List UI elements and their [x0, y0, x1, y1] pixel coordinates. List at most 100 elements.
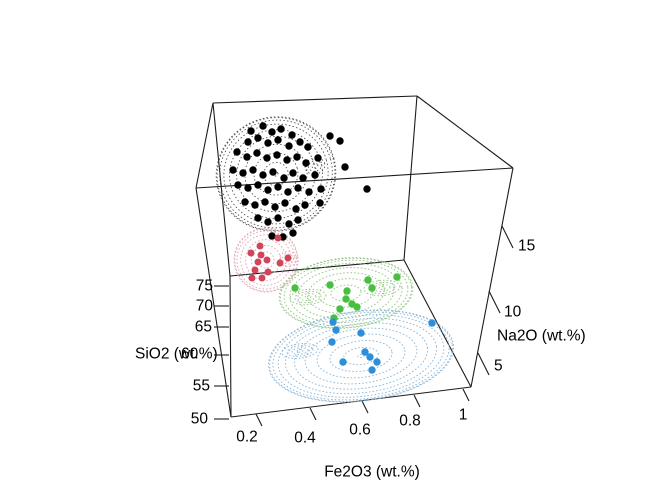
- y-tick-label: 15: [518, 238, 535, 255]
- mesh-ring: [253, 152, 299, 196]
- mesh-pole-ring: [291, 347, 309, 355]
- z-tick-label: 50: [191, 411, 209, 428]
- cluster-red-points: [247, 234, 292, 282]
- mesh-ring: [278, 257, 414, 329]
- cluster-black-point: [292, 205, 300, 213]
- z-tick-label: 70: [196, 298, 214, 315]
- mesh-ring: [343, 346, 379, 366]
- cluster-black-point: [268, 232, 276, 240]
- mesh-ring: [219, 119, 333, 229]
- cluster-black-point: [264, 186, 272, 194]
- mesh-ring: [216, 117, 336, 231]
- cluster-blue-point: [428, 319, 436, 327]
- z-tick-label: 55: [193, 378, 210, 395]
- cluster-black-point: [271, 203, 279, 211]
- mesh-ring: [234, 228, 298, 292]
- mesh-pole-ring: [363, 279, 401, 297]
- cluster-black-point: [326, 132, 334, 140]
- mesh-pole-ring: [311, 163, 319, 169]
- cluster-green-point: [291, 284, 299, 292]
- cluster-black-point: [289, 169, 297, 177]
- cluster-green-points: [291, 273, 401, 322]
- mesh-ring: [223, 123, 329, 225]
- cluster-black-mesh: [215, 116, 337, 232]
- cluster-green-point: [343, 287, 351, 295]
- mesh-pole-ring: [289, 288, 327, 306]
- z-axis-title: SiO2 (wt.%): [135, 346, 218, 363]
- cluster-black-point: [253, 149, 261, 157]
- mesh-pole-ring: [294, 290, 322, 304]
- cluster-black-point: [254, 181, 262, 189]
- cluster-blue-point: [357, 329, 365, 337]
- y-axis-title: Na2O (wt.%): [497, 328, 586, 345]
- cluster-green-point: [368, 284, 376, 292]
- mesh-ring: [304, 327, 418, 385]
- cluster-green-point: [342, 295, 350, 303]
- cluster-black-point: [289, 229, 297, 237]
- cluster-black-point: [269, 168, 277, 176]
- cluster-black-point: [251, 201, 259, 209]
- box-edge: [195, 187, 232, 418]
- cluster-black-point: [229, 166, 237, 174]
- cluster-black-point: [305, 188, 313, 196]
- cluster-black-point: [341, 163, 349, 171]
- mesh-pole-ring: [281, 343, 319, 359]
- cluster-red-point: [284, 254, 292, 262]
- z-tick-label: 65: [195, 319, 212, 336]
- mesh-pole-ring: [308, 160, 322, 172]
- cluster-black-point: [285, 142, 293, 150]
- mesh-ring: [269, 309, 453, 403]
- x-tick-label: 1: [459, 407, 468, 424]
- mesh-ring: [284, 317, 438, 395]
- mesh-ring: [277, 314, 445, 398]
- cluster-black-point: [259, 122, 267, 130]
- x-tick: [413, 394, 421, 408]
- y-tick-label: 10: [504, 304, 522, 321]
- cluster-green-point: [348, 300, 356, 308]
- x-axis: 0.2 0.4 0.6 0.8 1 Fe2O3 (wt.%): [236, 388, 470, 480]
- cluster-black-point: [294, 216, 302, 224]
- cluster-red-point: [251, 266, 259, 274]
- cluster-black-point: [263, 154, 271, 162]
- mesh-ring: [236, 230, 296, 290]
- mesh-pole-ring: [282, 253, 294, 265]
- cluster-black-point: [363, 185, 371, 193]
- mesh-ring: [329, 340, 393, 372]
- cluster-red-point: [276, 259, 284, 267]
- mesh-ring: [307, 272, 385, 314]
- cluster-red-point: [263, 256, 271, 264]
- mesh-ring: [316, 333, 406, 379]
- mesh-pole-ring: [296, 349, 304, 353]
- x-tick-label: 0.2: [236, 429, 258, 446]
- box-edge: [470, 167, 514, 388]
- mesh-ring: [279, 257, 413, 329]
- cluster-green-point: [364, 276, 372, 284]
- cluster-red-point: [258, 274, 266, 282]
- cluster-black-point: [317, 185, 325, 193]
- cluster-black-point: [254, 134, 262, 142]
- cluster-black-point: [274, 214, 282, 222]
- box-edge: [212, 102, 231, 277]
- cluster-black-point: [299, 174, 307, 182]
- x-tick: [309, 407, 317, 421]
- cluster-black-point: [277, 125, 285, 133]
- cluster-black-point: [284, 188, 292, 196]
- mesh-ring: [289, 262, 403, 324]
- x-tick: [255, 413, 263, 427]
- mesh-ring: [268, 309, 454, 403]
- cluster-red-point: [248, 274, 256, 282]
- z-tick-label: 60: [181, 346, 199, 363]
- cluster-blue-point: [373, 358, 381, 366]
- mesh-pole-ring: [378, 286, 386, 290]
- cluster-black-point: [285, 220, 293, 228]
- mesh-ring: [272, 311, 450, 401]
- cluster-black-point: [314, 154, 322, 162]
- cluster-black-point: [293, 153, 301, 161]
- mesh-pole-ring: [299, 293, 317, 301]
- cluster-black-point: [241, 198, 249, 206]
- cluster-black-point: [244, 138, 252, 146]
- cluster-red-point: [256, 242, 264, 250]
- cluster-green-point: [336, 305, 344, 313]
- cluster-red-point: [247, 249, 255, 257]
